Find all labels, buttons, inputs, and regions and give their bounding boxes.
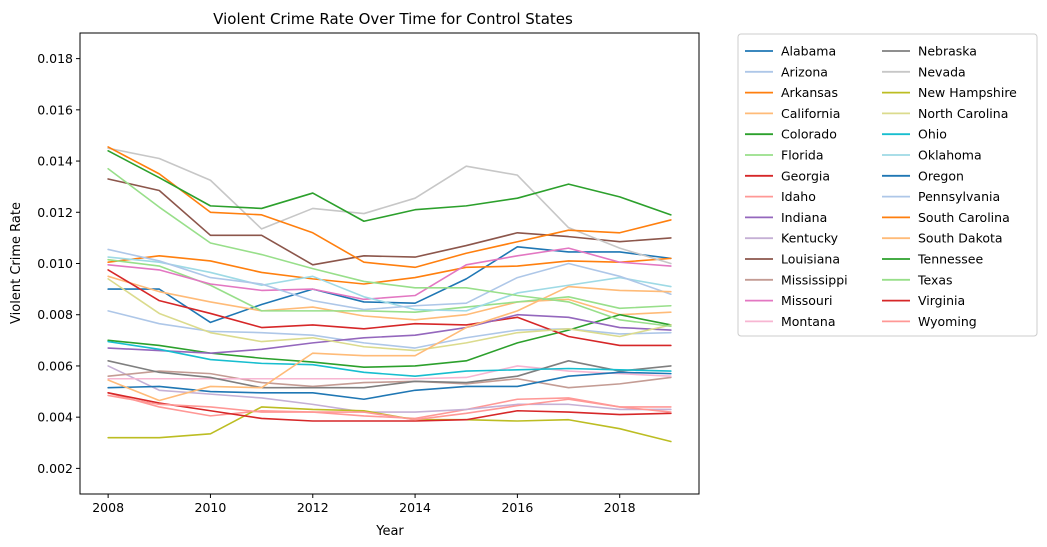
plot-area-frame <box>79 32 700 495</box>
series-line-wyoming <box>107 394 672 421</box>
legend-label-georgia: Georgia <box>781 168 830 183</box>
series-line-nevada <box>107 147 672 265</box>
y-tick-label: 0.014 <box>37 154 73 169</box>
legend-label-wyoming: Wyoming <box>918 314 977 329</box>
y-tick-label: 0.018 <box>37 51 73 66</box>
x-tick-label: 2008 <box>92 500 124 515</box>
legend-label-virginia: Virginia <box>918 293 965 308</box>
legend-label-florida: Florida <box>781 148 824 163</box>
legend-label-north-carolina: North Carolina <box>918 106 1008 121</box>
series-line-indiana <box>107 313 672 354</box>
series-line-nebraska <box>107 360 672 389</box>
legend-label-ohio: Ohio <box>918 127 947 142</box>
series-line-ohio <box>107 340 672 377</box>
series-line-kentucky <box>107 365 672 413</box>
legend-label-alabama: Alabama <box>781 44 836 59</box>
series-line-colorado <box>107 313 672 369</box>
legend-label-texas: Texas <box>917 272 953 287</box>
series-line-tennessee <box>107 150 672 223</box>
y-axis-label: Violent Crime Rate <box>9 202 24 324</box>
legend-label-oregon: Oregon <box>918 168 964 183</box>
y-tick-label: 0.002 <box>37 461 73 476</box>
series-line-louisiana <box>107 178 672 266</box>
y-tick-label: 0.016 <box>37 102 73 117</box>
legend-label-new-hampshire: New Hampshire <box>918 85 1017 100</box>
legend-label-montana: Montana <box>781 314 836 329</box>
series-line-montana <box>107 365 672 380</box>
legend: Alabama Arizona Arkansas California Colorado… <box>737 33 1038 337</box>
series-line-south-dakota <box>107 285 672 402</box>
series-line-oregon <box>107 371 672 401</box>
series-line-north-carolina <box>107 278 672 352</box>
series-line-arizona <box>107 310 672 349</box>
legend-label-louisiana: Louisiana <box>781 252 840 267</box>
x-axis-label: Year <box>375 524 404 539</box>
series-line-arkansas <box>107 255 672 285</box>
chart-title: Violent Crime Rate Over Time for Control… <box>213 10 573 28</box>
legend-label-kentucky: Kentucky <box>781 231 839 246</box>
x-tick-label: 2010 <box>195 500 227 515</box>
legend-label-colorado: Colorado <box>781 127 837 142</box>
series-line-texas <box>107 167 672 328</box>
legend-label-indiana: Indiana <box>781 210 827 225</box>
y-tick-label: 0.006 <box>37 358 73 373</box>
x-tick-label: 2014 <box>399 500 431 515</box>
series-line-oklahoma <box>107 256 672 312</box>
series-line-missouri <box>107 247 672 301</box>
series-line-virginia <box>107 392 672 422</box>
legend-label-pennsylvania: Pennsylvania <box>918 189 1000 204</box>
y-tick-label: 0.008 <box>37 307 73 322</box>
legend-label-oklahoma: Oklahoma <box>918 148 982 163</box>
legend-label-nebraska: Nebraska <box>918 44 977 59</box>
series-line-south-carolina <box>107 146 672 269</box>
y-axis: 0.002 0.004 0.006 0.008 0.010 0.012 0.014 0.016… <box>37 51 80 476</box>
x-tick-label: 2012 <box>297 500 329 515</box>
y-tick-label: 0.004 <box>37 410 73 425</box>
legend-label-california: California <box>781 106 840 121</box>
legend-label-mississippi: Mississippi <box>781 272 848 287</box>
series-line-georgia <box>107 269 672 347</box>
series-line-pennsylvania <box>107 248 672 311</box>
series-line-california <box>107 275 672 321</box>
legend-label-arizona: Arizona <box>781 64 828 79</box>
series-line-mississippi <box>107 370 672 389</box>
x-tick-label: 2018 <box>604 500 636 515</box>
y-tick-label: 0.010 <box>37 256 73 271</box>
legend-label-nevada: Nevada <box>918 64 966 79</box>
series-line-idaho <box>107 392 672 420</box>
legend-label-tennessee: Tennessee <box>917 252 983 267</box>
x-tick-label: 2016 <box>501 500 533 515</box>
x-axis: 2008 2010 2012 2014 2016 2018 <box>92 494 636 515</box>
legend-frame <box>737 33 1038 337</box>
series-lines <box>107 146 672 443</box>
legend-label-idaho: Idaho <box>781 189 816 204</box>
legend-label-missouri: Missouri <box>781 293 832 308</box>
legend-label-arkansas: Arkansas <box>781 85 838 100</box>
legend-label-south-dakota: South Dakota <box>918 231 1003 246</box>
y-tick-label: 0.012 <box>37 205 73 220</box>
legend-label-south-carolina: South Carolina <box>918 210 1010 225</box>
